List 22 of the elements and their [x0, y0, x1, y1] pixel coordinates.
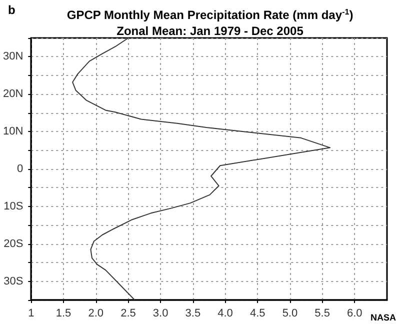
x-tick-label: 4.0 — [218, 308, 233, 320]
y-tick-label: 30N — [2, 50, 24, 63]
x-tick-label: 3.5 — [185, 308, 201, 320]
y-tick-label: 30S — [4, 275, 24, 288]
x-tick-label: 2.5 — [120, 308, 136, 320]
y-tick-label: 20S — [4, 238, 24, 250]
chart-subtitle: Zonal Mean: Jan 1979 - Dec 2005 — [116, 24, 304, 38]
y-tick-label: 10N — [2, 126, 24, 138]
x-tick-label: 1 — [28, 308, 34, 320]
line-series — [72, 38, 331, 300]
x-tick-label: 5.5 — [314, 308, 330, 320]
text: b — [8, 3, 16, 17]
y-tick-label: 10S — [4, 200, 24, 212]
x-tick-label: 3.0 — [152, 308, 168, 320]
text: NASA — [370, 312, 396, 322]
y-tick-label: 20N — [2, 88, 24, 100]
x-tick-label: 6.0 — [347, 308, 362, 320]
x-tick-label: 4.5 — [250, 308, 266, 320]
x-tick-label: 2.0 — [88, 308, 104, 320]
x-tick-label: 5.0 — [282, 308, 298, 320]
x-tick-label: 1.5 — [56, 308, 72, 320]
y-tick-label: 0 — [17, 163, 24, 175]
